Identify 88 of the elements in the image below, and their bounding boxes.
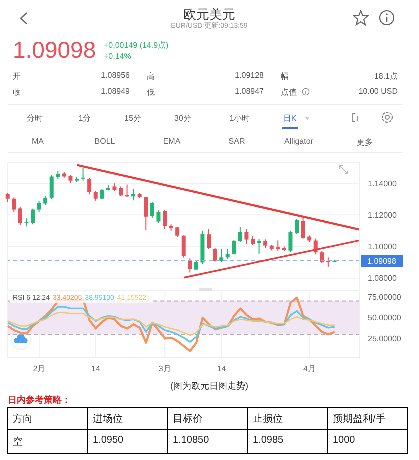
text: 30分 — [174, 113, 192, 124]
text: (图为欧元日图走势) — [170, 380, 250, 393]
text: 空 — [13, 436, 23, 449]
candlestick — [18, 206, 22, 226]
candlestick — [156, 210, 161, 224]
y-tick-label: 1.14000 — [368, 179, 398, 188]
text: 1.09098 — [13, 37, 96, 64]
text: 日内参考策略： — [8, 394, 71, 407]
candlestick — [88, 178, 92, 196]
x-tick-label: 14 — [217, 364, 227, 374]
text: +0.14% — [104, 52, 132, 61]
candlestick — [301, 217, 306, 240]
line-series — [6, 296, 336, 352]
text: 1.08947 — [234, 87, 264, 96]
ref-line-label: 1.09098 — [368, 257, 398, 266]
candlestick — [144, 196, 148, 230]
text: 1000 — [333, 435, 356, 446]
candlestick — [31, 208, 35, 226]
line-series — [7, 312, 336, 336]
text: 更多 — [356, 137, 374, 148]
y-tick-label: 1.08000 — [368, 274, 398, 284]
candlestick — [295, 218, 299, 235]
candlestick — [6, 192, 10, 203]
chart-title: 欧元美元 — [182, 6, 236, 22]
text: 高 — [147, 71, 155, 82]
text: BOLL — [94, 137, 116, 146]
text: 进场位 — [93, 412, 123, 426]
text: EMA — [162, 137, 182, 146]
candlestick — [220, 248, 224, 264]
text: 止损位 — [253, 412, 283, 426]
x-tick-label: 3月 — [158, 364, 172, 374]
candlestick — [176, 226, 180, 238]
y-tick-label: 50.00000 — [368, 314, 402, 323]
candlestick — [276, 240, 280, 252]
candlestick — [288, 230, 293, 253]
candlestick — [119, 186, 123, 197]
text: 1小时 — [228, 113, 252, 124]
candlestick — [163, 210, 167, 230]
text: 1.08956 — [100, 71, 130, 80]
text: 1.0985 — [253, 435, 284, 446]
candlestick — [232, 240, 236, 256]
text: 1.10850 — [173, 435, 210, 446]
candlestick — [150, 202, 154, 219]
y-tick-label: 75.00000 — [368, 292, 402, 302]
candlestick — [194, 260, 198, 271]
text: 1.08949 — [100, 87, 130, 96]
text: 收 — [13, 87, 21, 98]
candlestick — [244, 228, 249, 245]
text: 方向 — [13, 412, 33, 426]
candlestick — [12, 197, 16, 212]
x-tick-label: 4月 — [303, 364, 316, 374]
candlestick — [132, 188, 136, 202]
text: 15分 — [124, 113, 142, 124]
text: 日K — [282, 113, 298, 124]
text: +0.00149 (14.9点) — [104, 40, 169, 51]
y-tick-label: 25.00000 — [368, 334, 402, 344]
y-tick-label: 1.12000 — [368, 210, 398, 220]
x-tick-label: 14 — [92, 364, 101, 374]
x-tick-label: 2月 — [33, 364, 46, 374]
candlestick — [100, 188, 104, 200]
line-series — [7, 306, 336, 343]
text: 幅 — [281, 71, 289, 82]
candlestick — [94, 190, 98, 202]
text: SAR — [228, 137, 246, 146]
text: 目标价 — [173, 412, 203, 426]
candlestick — [44, 196, 48, 206]
text: 开 — [13, 71, 21, 82]
text: 点值 — [281, 87, 297, 98]
candlestick — [320, 250, 324, 264]
candlestick — [37, 200, 42, 212]
text: 10.00 USD — [358, 87, 398, 96]
y-tick-label: 1.10000 — [368, 242, 398, 252]
text: 分时 — [26, 113, 44, 124]
text: 1.0950 — [93, 435, 124, 446]
candlestick — [213, 248, 218, 262]
text: 低 — [147, 87, 155, 98]
candlestick — [238, 226, 242, 243]
text: Alligator — [284, 137, 314, 146]
text: 18.1点 — [373, 71, 398, 82]
candlestick — [226, 248, 230, 260]
text: 预期盈利/手 — [333, 412, 386, 426]
text: 1.09128 — [234, 71, 264, 80]
text: 1分 — [78, 113, 92, 124]
candlestick — [182, 235, 186, 258]
text: MA — [31, 137, 45, 146]
candlestick — [207, 228, 211, 250]
candlestick — [81, 167, 86, 182]
candlestick — [50, 174, 54, 200]
